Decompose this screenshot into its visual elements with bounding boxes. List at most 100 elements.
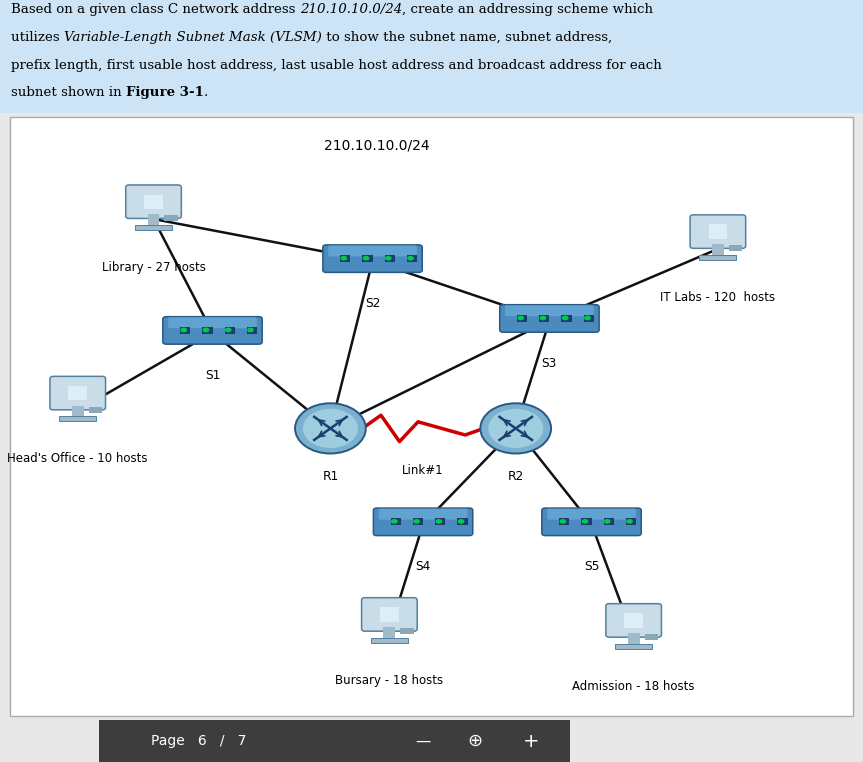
Circle shape [391, 519, 398, 523]
Text: Based on a given class C network address: Based on a given class C network address [11, 3, 299, 17]
FancyBboxPatch shape [542, 508, 641, 536]
Circle shape [180, 328, 187, 332]
Bar [583, 315, 594, 322]
Bar [383, 627, 395, 640]
Bar [60, 417, 97, 421]
Bar [202, 327, 212, 334]
Circle shape [582, 519, 589, 523]
FancyBboxPatch shape [500, 305, 599, 332]
Circle shape [407, 256, 414, 261]
Bar [340, 255, 350, 262]
FancyBboxPatch shape [690, 215, 746, 248]
Bar [582, 518, 591, 525]
Circle shape [203, 328, 210, 332]
Bar [645, 634, 658, 640]
Bar [627, 633, 639, 646]
Text: Admission - 18 hosts: Admission - 18 hosts [572, 680, 695, 693]
Text: S1: S1 [205, 369, 220, 382]
Circle shape [362, 256, 369, 261]
Text: Bursary - 18 hosts: Bursary - 18 hosts [336, 674, 444, 687]
Text: utilizes: utilizes [11, 31, 64, 44]
Text: Head's Office - 10 hosts: Head's Office - 10 hosts [8, 453, 148, 466]
Bar [625, 613, 643, 628]
Text: IT Labs - 120  hosts: IT Labs - 120 hosts [660, 291, 776, 304]
Circle shape [488, 408, 544, 448]
Text: S4: S4 [415, 560, 431, 573]
Bar [712, 244, 724, 258]
Circle shape [340, 256, 347, 261]
Text: ⊕: ⊕ [467, 732, 482, 750]
Text: S2: S2 [365, 297, 381, 310]
Bar [435, 518, 445, 525]
Circle shape [413, 519, 420, 523]
Text: Figure 3-1: Figure 3-1 [126, 86, 204, 99]
Text: Variable-Length Subnet Mask (VLSM): Variable-Length Subnet Mask (VLSM) [64, 31, 322, 44]
Bar [729, 245, 742, 251]
FancyBboxPatch shape [328, 245, 417, 257]
Text: R1: R1 [322, 470, 338, 483]
Circle shape [562, 315, 569, 320]
FancyBboxPatch shape [323, 245, 422, 272]
Bar [385, 255, 394, 262]
Bar [148, 214, 160, 227]
Bar [457, 518, 468, 525]
Circle shape [584, 315, 591, 320]
Circle shape [457, 519, 464, 523]
Bar [391, 518, 400, 525]
FancyBboxPatch shape [374, 508, 473, 536]
Text: S3: S3 [542, 357, 557, 370]
Bar [371, 638, 408, 642]
Bar [68, 386, 87, 400]
Text: to show the subnet name, subnet address,: to show the subnet name, subnet address, [322, 31, 612, 44]
Text: Page   6   /   7: Page 6 / 7 [151, 734, 247, 748]
Bar [89, 407, 102, 413]
Text: Link#1: Link#1 [402, 464, 444, 477]
Circle shape [247, 328, 254, 332]
Text: 210.10.10.0/24: 210.10.10.0/24 [299, 3, 402, 17]
Text: prefix length, first usable host address, last usable host address and broadcast: prefix length, first usable host address… [11, 59, 662, 72]
Bar [247, 327, 257, 334]
Bar [406, 255, 417, 262]
FancyBboxPatch shape [547, 508, 636, 520]
Circle shape [436, 519, 442, 523]
Text: , create an addressing scheme which: , create an addressing scheme which [402, 3, 653, 17]
Bar [709, 225, 728, 239]
Circle shape [559, 519, 566, 523]
Circle shape [303, 408, 358, 448]
Text: .: . [204, 86, 208, 99]
FancyBboxPatch shape [126, 185, 181, 219]
FancyBboxPatch shape [50, 376, 105, 410]
Circle shape [627, 519, 633, 523]
Bar [362, 255, 373, 262]
Bar [180, 327, 190, 334]
Bar [99, 720, 570, 762]
Circle shape [517, 315, 524, 320]
Bar [539, 315, 550, 322]
Text: subnet shown in: subnet shown in [11, 86, 126, 99]
Text: —: — [415, 734, 431, 748]
FancyBboxPatch shape [379, 508, 468, 520]
Bar [699, 255, 736, 260]
FancyBboxPatch shape [505, 306, 594, 316]
Circle shape [385, 256, 392, 261]
Bar [626, 518, 636, 525]
Bar [413, 518, 423, 525]
FancyBboxPatch shape [606, 604, 661, 637]
Bar [615, 644, 652, 648]
Bar [135, 225, 172, 230]
Circle shape [481, 403, 551, 453]
Bar [72, 405, 84, 419]
Bar [517, 315, 527, 322]
Text: R2: R2 [507, 470, 524, 483]
Circle shape [604, 519, 611, 523]
Bar [380, 607, 399, 622]
FancyBboxPatch shape [362, 597, 417, 631]
Circle shape [539, 315, 546, 320]
Bar [603, 518, 614, 525]
FancyBboxPatch shape [163, 317, 262, 344]
Bar [559, 518, 570, 525]
FancyBboxPatch shape [168, 317, 257, 328]
Text: S5: S5 [583, 560, 599, 573]
Text: +: + [522, 732, 539, 751]
Bar [400, 628, 414, 634]
